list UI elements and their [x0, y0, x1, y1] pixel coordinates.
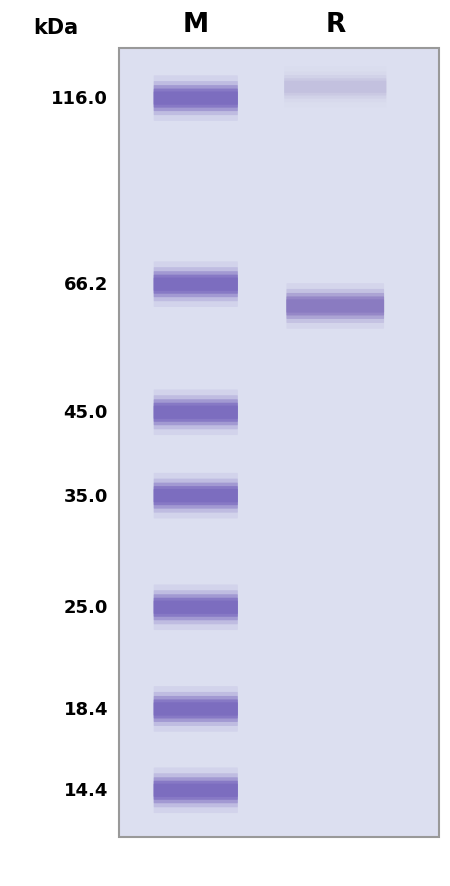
- FancyBboxPatch shape: [154, 272, 238, 298]
- FancyBboxPatch shape: [154, 268, 238, 302]
- FancyBboxPatch shape: [154, 773, 238, 807]
- FancyBboxPatch shape: [154, 89, 238, 108]
- FancyBboxPatch shape: [154, 486, 238, 506]
- FancyBboxPatch shape: [154, 473, 238, 519]
- FancyBboxPatch shape: [154, 777, 238, 804]
- FancyBboxPatch shape: [154, 601, 238, 614]
- FancyBboxPatch shape: [286, 284, 384, 330]
- FancyBboxPatch shape: [154, 483, 238, 509]
- Text: 18.4: 18.4: [63, 700, 108, 719]
- Bar: [119, 49, 439, 837]
- FancyBboxPatch shape: [154, 86, 238, 112]
- Text: 66.2: 66.2: [63, 276, 108, 294]
- FancyBboxPatch shape: [154, 591, 238, 625]
- FancyBboxPatch shape: [286, 290, 384, 323]
- FancyBboxPatch shape: [284, 76, 386, 99]
- FancyBboxPatch shape: [154, 700, 238, 719]
- FancyBboxPatch shape: [154, 76, 238, 121]
- FancyBboxPatch shape: [154, 595, 238, 620]
- FancyBboxPatch shape: [154, 479, 238, 513]
- FancyBboxPatch shape: [154, 781, 238, 800]
- Text: M: M: [183, 12, 209, 38]
- FancyBboxPatch shape: [154, 92, 238, 105]
- FancyBboxPatch shape: [286, 300, 384, 314]
- FancyBboxPatch shape: [154, 82, 238, 116]
- FancyBboxPatch shape: [286, 293, 384, 320]
- FancyBboxPatch shape: [286, 297, 384, 316]
- FancyBboxPatch shape: [154, 598, 238, 617]
- Text: 25.0: 25.0: [63, 599, 108, 617]
- Text: 35.0: 35.0: [63, 487, 108, 505]
- Text: kDa: kDa: [34, 18, 79, 38]
- FancyBboxPatch shape: [154, 403, 238, 423]
- FancyBboxPatch shape: [284, 82, 386, 94]
- FancyBboxPatch shape: [154, 489, 238, 502]
- Text: 116.0: 116.0: [51, 90, 108, 108]
- FancyBboxPatch shape: [154, 406, 238, 419]
- FancyBboxPatch shape: [154, 703, 238, 716]
- Text: 14.4: 14.4: [63, 781, 108, 799]
- Text: R: R: [325, 12, 346, 38]
- FancyBboxPatch shape: [154, 687, 238, 732]
- Text: 45.0: 45.0: [63, 404, 108, 422]
- FancyBboxPatch shape: [284, 79, 386, 97]
- FancyBboxPatch shape: [154, 585, 238, 630]
- FancyBboxPatch shape: [154, 784, 238, 797]
- FancyBboxPatch shape: [154, 767, 238, 813]
- FancyBboxPatch shape: [154, 278, 238, 291]
- FancyBboxPatch shape: [154, 400, 238, 426]
- FancyBboxPatch shape: [154, 276, 238, 294]
- FancyBboxPatch shape: [154, 692, 238, 727]
- FancyBboxPatch shape: [154, 396, 238, 430]
- FancyBboxPatch shape: [284, 73, 386, 103]
- FancyBboxPatch shape: [154, 390, 238, 436]
- FancyBboxPatch shape: [154, 262, 238, 307]
- FancyBboxPatch shape: [154, 696, 238, 722]
